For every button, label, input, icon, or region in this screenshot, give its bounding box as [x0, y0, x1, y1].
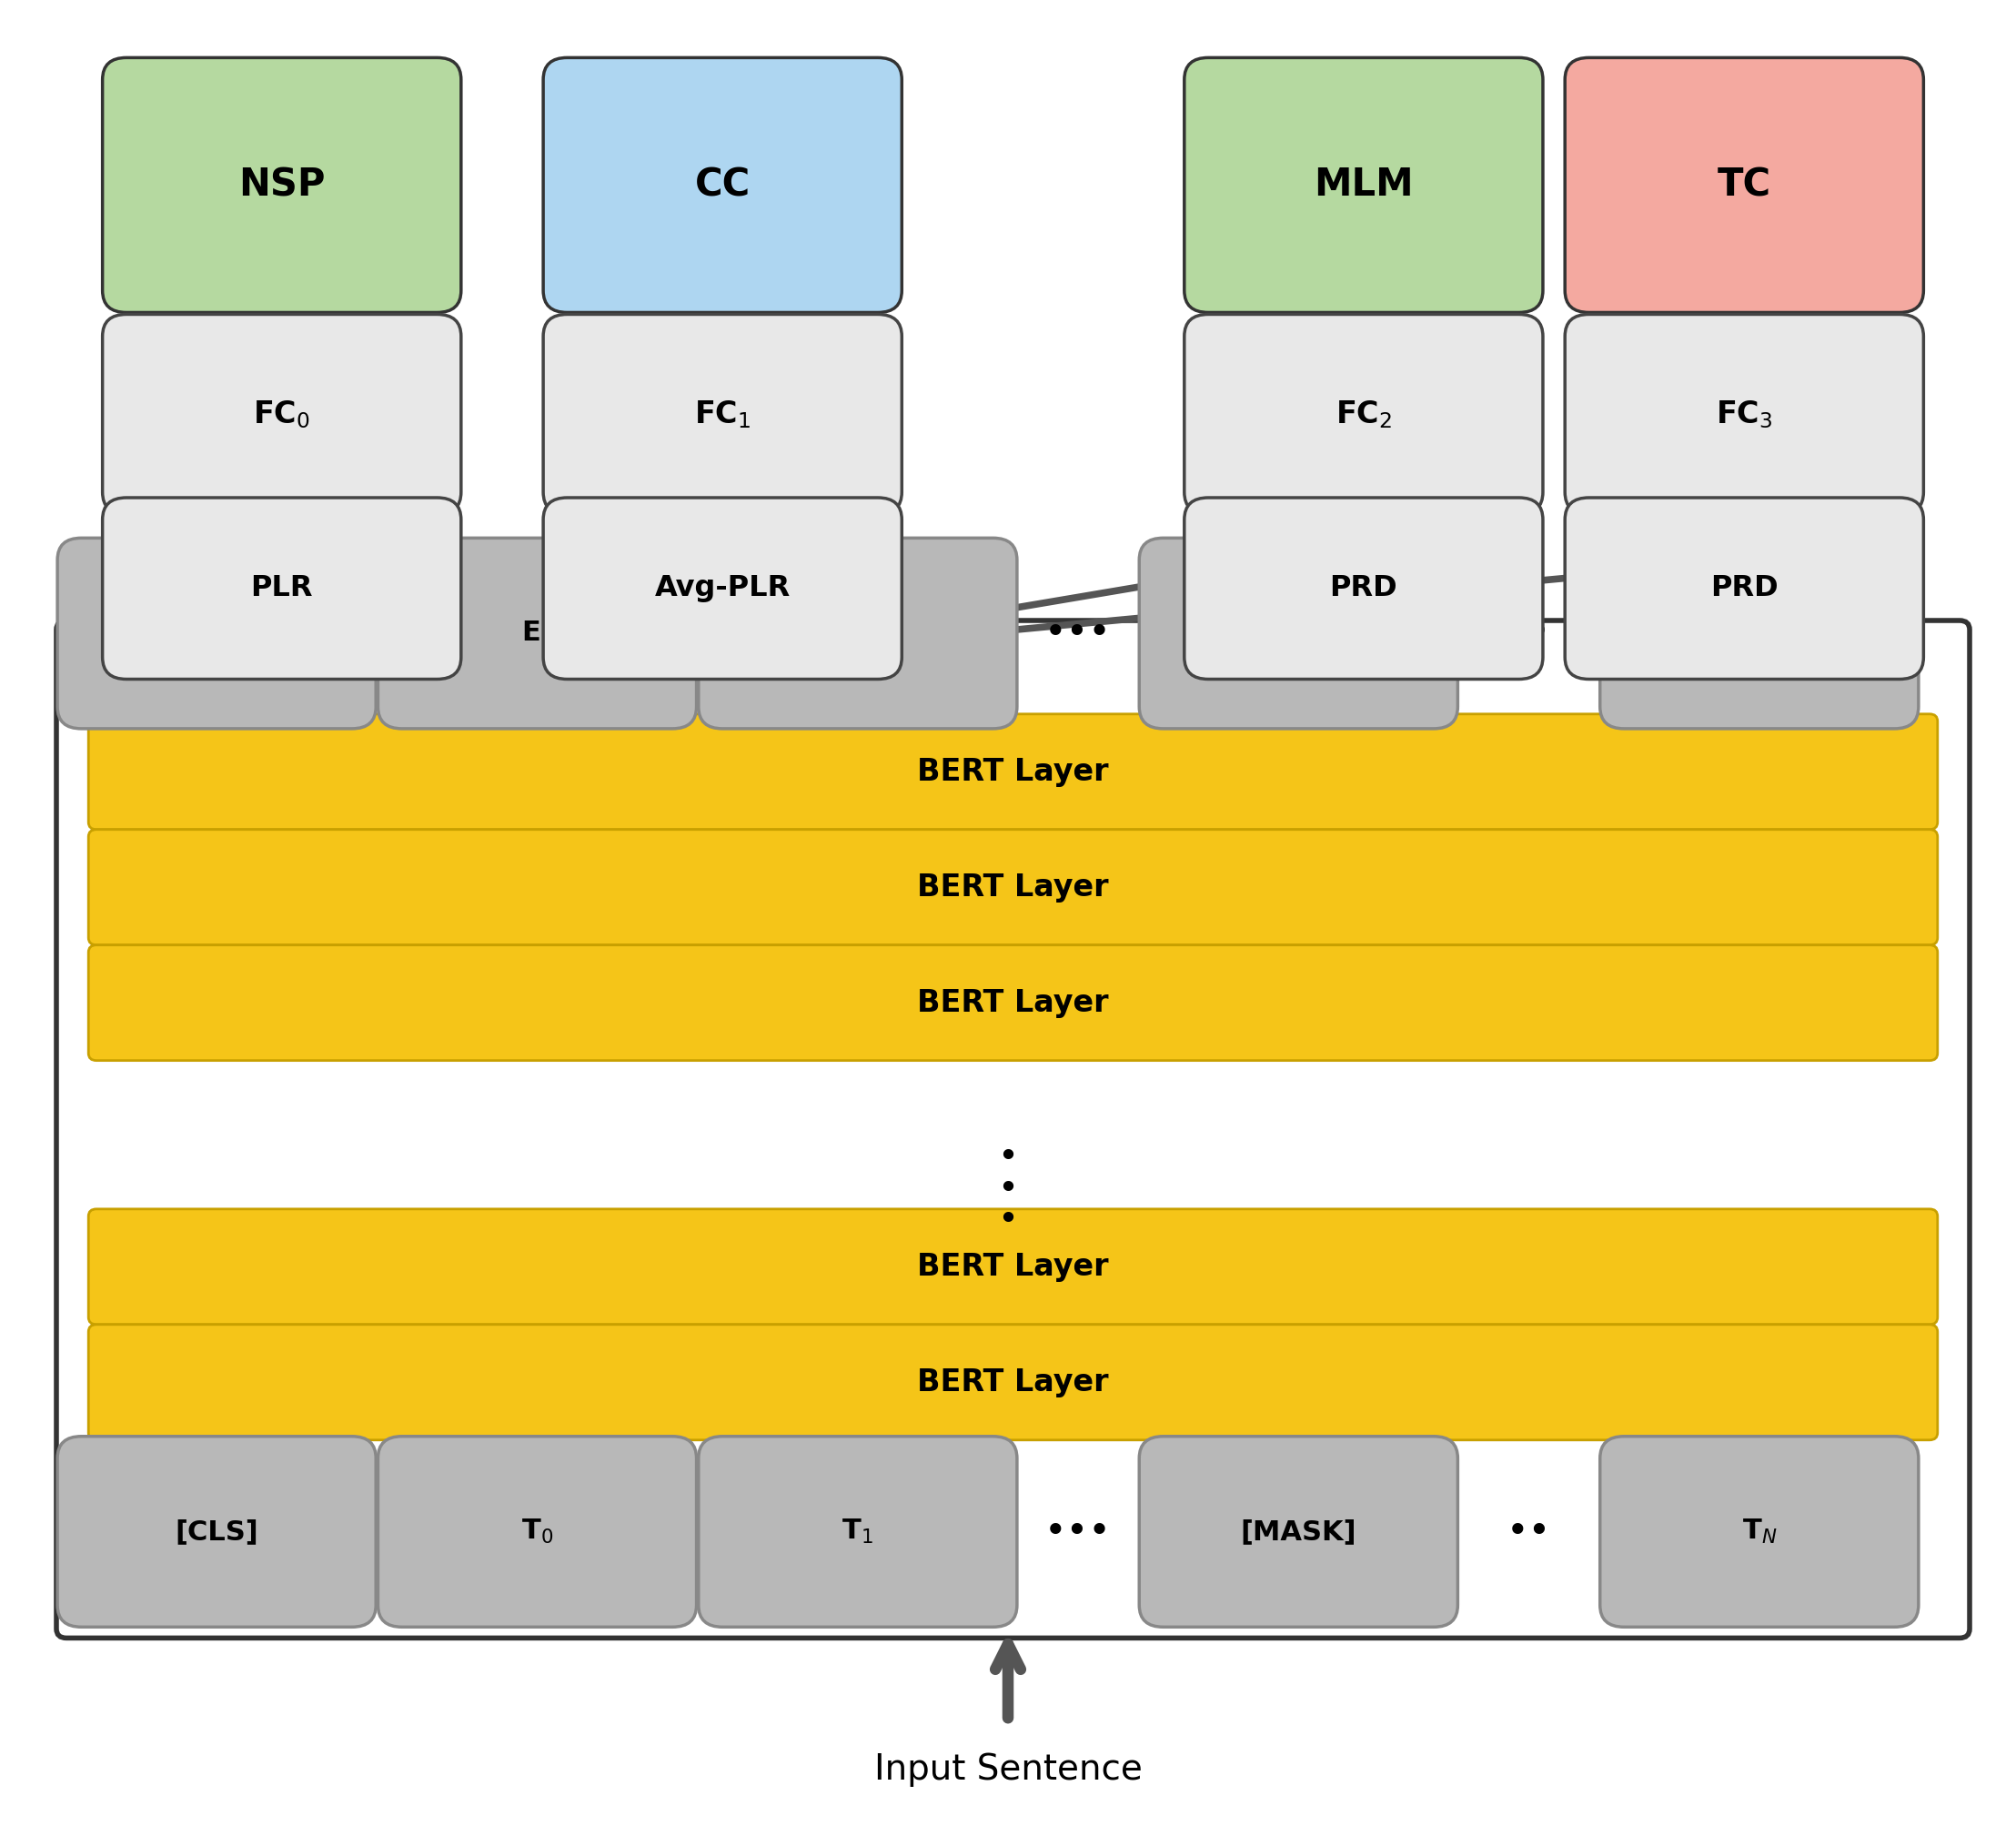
- FancyBboxPatch shape: [377, 537, 696, 729]
- FancyBboxPatch shape: [56, 1436, 375, 1626]
- Text: [CLS]: [CLS]: [175, 1519, 258, 1545]
- Text: T$_1$: T$_1$: [843, 1517, 873, 1545]
- FancyBboxPatch shape: [56, 537, 375, 729]
- FancyBboxPatch shape: [1139, 537, 1458, 729]
- FancyBboxPatch shape: [1183, 314, 1542, 515]
- Text: BERT Layer: BERT Layer: [917, 1252, 1109, 1281]
- Text: CC: CC: [696, 166, 750, 205]
- Text: E$_M$: E$_M$: [1280, 618, 1316, 648]
- FancyBboxPatch shape: [89, 1209, 1937, 1325]
- FancyBboxPatch shape: [542, 57, 901, 312]
- Text: E$_{CLS}$: E$_{CLS}$: [187, 618, 246, 648]
- FancyBboxPatch shape: [89, 1325, 1937, 1440]
- Text: BERT Layer: BERT Layer: [917, 873, 1109, 903]
- FancyBboxPatch shape: [56, 620, 1970, 1637]
- FancyBboxPatch shape: [542, 498, 901, 679]
- Text: Input Sentence: Input Sentence: [873, 1752, 1143, 1787]
- Text: BERT Layer: BERT Layer: [917, 1368, 1109, 1397]
- Text: FC$_0$: FC$_0$: [254, 399, 310, 430]
- Text: ••: ••: [1506, 615, 1550, 652]
- Text: •: •: [998, 1141, 1018, 1174]
- Text: BERT Layer: BERT Layer: [917, 988, 1109, 1017]
- FancyBboxPatch shape: [1601, 1436, 1919, 1626]
- Text: PRD: PRD: [1710, 574, 1778, 602]
- Text: •: •: [998, 1172, 1018, 1205]
- FancyBboxPatch shape: [103, 57, 462, 312]
- Text: ••: ••: [1506, 1512, 1550, 1551]
- FancyBboxPatch shape: [89, 945, 1937, 1060]
- FancyBboxPatch shape: [698, 1436, 1016, 1626]
- FancyBboxPatch shape: [1183, 498, 1542, 679]
- Text: PLR: PLR: [250, 574, 312, 602]
- FancyBboxPatch shape: [1139, 1436, 1458, 1626]
- FancyBboxPatch shape: [1564, 57, 1923, 312]
- Text: TC: TC: [1718, 166, 1772, 205]
- FancyBboxPatch shape: [103, 314, 462, 515]
- Text: NSP: NSP: [238, 166, 325, 205]
- Text: Avg-PLR: Avg-PLR: [655, 574, 790, 602]
- FancyBboxPatch shape: [377, 1436, 696, 1626]
- Text: MLM: MLM: [1314, 166, 1413, 205]
- Text: T$_0$: T$_0$: [522, 1517, 552, 1545]
- Text: E$_1$: E$_1$: [843, 618, 873, 648]
- Text: PRD: PRD: [1331, 574, 1397, 602]
- Text: •••: •••: [1044, 615, 1111, 652]
- FancyBboxPatch shape: [89, 714, 1937, 829]
- FancyBboxPatch shape: [1183, 57, 1542, 312]
- Text: [MASK]: [MASK]: [1240, 1519, 1357, 1545]
- Text: BERT Layer: BERT Layer: [917, 757, 1109, 786]
- FancyBboxPatch shape: [542, 314, 901, 515]
- Text: FC$_3$: FC$_3$: [1716, 399, 1772, 430]
- Text: E$_0$: E$_0$: [522, 618, 552, 648]
- FancyBboxPatch shape: [1601, 537, 1919, 729]
- FancyBboxPatch shape: [698, 537, 1016, 729]
- Text: FC$_2$: FC$_2$: [1335, 399, 1391, 430]
- Text: FC$_1$: FC$_1$: [694, 399, 750, 430]
- Text: E$_N$: E$_N$: [1742, 618, 1776, 648]
- Text: •: •: [998, 1204, 1018, 1237]
- FancyBboxPatch shape: [1564, 498, 1923, 679]
- FancyBboxPatch shape: [89, 829, 1937, 945]
- FancyBboxPatch shape: [1564, 314, 1923, 515]
- Text: •••: •••: [1044, 1512, 1111, 1551]
- FancyBboxPatch shape: [103, 498, 462, 679]
- Text: T$_N$: T$_N$: [1742, 1517, 1776, 1545]
